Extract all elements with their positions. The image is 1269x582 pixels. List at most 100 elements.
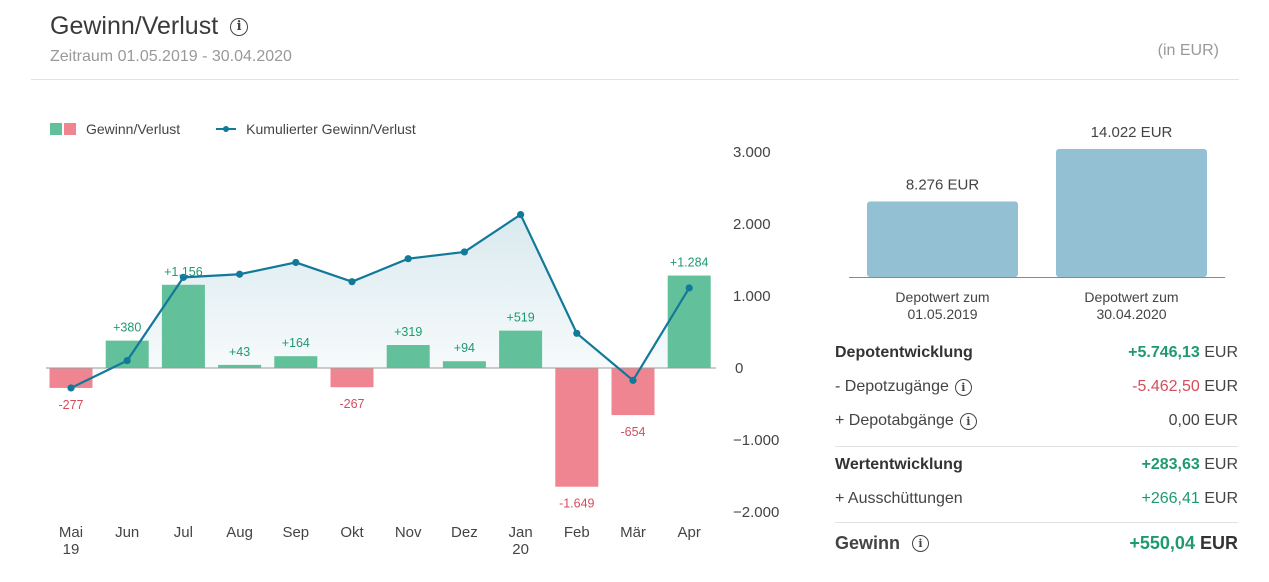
line-point-0 <box>67 384 75 392</box>
bar-9 <box>555 368 599 487</box>
x-tick-label-8-b: 20 <box>512 541 529 558</box>
line-point-10 <box>629 376 637 384</box>
x-tick-label-7: Dez <box>451 524 478 541</box>
data-label-0: -277 <box>58 398 83 412</box>
data-label-10: -654 <box>620 425 645 439</box>
x-tick-label-5: Okt <box>340 524 364 541</box>
data-label-8: +519 <box>507 311 535 325</box>
ausschuettungen-value: +266,41 <box>1141 490 1200 507</box>
depot-value-label-0: 8.276 EUR <box>906 176 980 193</box>
bar-2 <box>161 284 205 368</box>
line-point-2 <box>179 273 187 281</box>
x-tick-label-9: Feb <box>564 524 590 541</box>
depotzugaenge-info-icon[interactable]: i <box>954 378 972 396</box>
depotentwicklung-value: +5.746,13 <box>1128 344 1200 361</box>
depot-category-label-0: Depotwert zum <box>895 289 989 305</box>
currency-unit-label: (in EUR) <box>1157 42 1219 59</box>
depot-category-label-0-b: 01.05.2019 <box>907 306 977 322</box>
row-depotentwicklung: Depotentwicklung +5.746,13 EUR <box>835 344 1238 362</box>
line-point-3 <box>236 270 244 278</box>
y-tick-label-4: −1.000 <box>733 432 779 449</box>
line-point-1 <box>123 356 131 365</box>
gewinn-info-icon[interactable]: i <box>912 535 930 552</box>
wertentwicklung-label: Wertentwicklung <box>835 456 963 473</box>
chart-legend: Gewinn/Verlust Kumulierter Gewinn/Verlus… <box>50 121 452 137</box>
x-tick-label-4: Sep <box>282 524 309 541</box>
bar-10 <box>611 368 655 416</box>
summary-divider-1 <box>835 446 1238 447</box>
bar-7 <box>442 361 486 368</box>
depotzugaenge-value: -5.462,50 <box>1132 378 1200 395</box>
period-label: Zeitraum 01.05.2019 - 30.04.2020 <box>50 48 292 65</box>
x-tick-label-3: Aug <box>226 524 253 541</box>
page-title: Gewinn/Verlust <box>50 12 219 40</box>
header-divider <box>31 79 1239 80</box>
data-label-5: -267 <box>339 397 364 411</box>
line-point-9 <box>573 329 581 337</box>
data-label-2: +1.156 <box>164 265 203 279</box>
legend-item-bars[interactable]: Gewinn/Verlust <box>50 121 180 137</box>
data-label-6: +319 <box>394 325 422 339</box>
depot-category-label-1: Depotwert zum <box>1084 289 1178 305</box>
x-tick-label-0-b: 19 <box>63 541 80 558</box>
y-tick-label-1: 2.000 <box>733 216 771 233</box>
x-tick-label-0: Mai <box>59 524 83 541</box>
legend-swatch-positive <box>50 123 62 135</box>
bar-5 <box>330 368 374 388</box>
x-tick-label-2: Jul <box>174 524 193 541</box>
bar-8 <box>499 330 543 368</box>
depot-bar-0 <box>867 201 1018 277</box>
depotabgaenge-label: + Depotabgänge <box>835 412 954 429</box>
line-point-6 <box>404 255 412 263</box>
legend-item-line[interactable]: Kumulierter Gewinn/Verlust <box>216 121 416 137</box>
x-tick-label-11: Apr <box>678 524 701 541</box>
x-tick-label-10: Mär <box>620 524 646 541</box>
wertentwicklung-value: +283,63 <box>1141 456 1200 473</box>
x-tick-label-6: Nov <box>395 524 422 541</box>
depotabgaenge-unit: EUR <box>1204 412 1238 429</box>
line-point-4 <box>292 258 300 267</box>
line-point-5 <box>348 278 356 286</box>
row-gewinn: Gewinn i +550,04 EUR <box>835 533 1238 554</box>
data-label-3: +43 <box>229 345 250 359</box>
ausschuettungen-label: + Ausschüttungen <box>835 490 963 507</box>
depotzugaenge-label: - Depotzugänge <box>835 378 949 395</box>
bar-6 <box>386 345 430 368</box>
depotentwicklung-unit: EUR <box>1204 344 1238 361</box>
y-tick-label-3: 0 <box>735 360 743 377</box>
depotentwicklung-label: Depotentwicklung <box>835 344 973 361</box>
row-ausschuettungen: + Ausschüttungen +266,41 EUR <box>835 490 1238 508</box>
page-title-wrap: Gewinn/Verlust i <box>50 12 249 41</box>
row-depotabgaenge: + Depotabgänge i 0,00 EUR <box>835 412 1238 430</box>
data-label-4: +164 <box>282 336 310 350</box>
depot-value-label-1: 14.022 EUR <box>1091 124 1173 141</box>
gewinn-unit: EUR <box>1199 533 1238 553</box>
line-point-7 <box>460 248 468 256</box>
data-label-1: +380 <box>113 321 141 335</box>
ausschuettungen-unit: EUR <box>1204 490 1238 507</box>
depot-category-label-1-b: 30.04.2020 <box>1096 306 1166 322</box>
depotabgaenge-value: 0,00 <box>1168 412 1200 429</box>
summary-divider-2 <box>835 522 1238 523</box>
gewinn-label: Gewinn <box>835 533 901 553</box>
y-tick-label-0: 3.000 <box>733 144 771 161</box>
wertentwicklung-unit: EUR <box>1204 456 1238 473</box>
profit-loss-chart: -277 +380 +1.156 +43 +164 -267 +319 +94 +519 -1.6… <box>46 144 779 558</box>
x-tick-label-8: Jan <box>509 524 533 541</box>
line-point-11 <box>685 284 693 292</box>
data-label-11: +1.284 <box>670 256 709 270</box>
gewinn-value: +550,04 <box>1129 533 1195 553</box>
depotabgaenge-info-icon[interactable]: i <box>959 412 977 430</box>
y-tick-label-2: 1.000 <box>733 288 771 305</box>
bar-3 <box>218 364 262 368</box>
depot-bar-1 <box>1056 149 1207 277</box>
row-depotzugaenge: - Depotzugänge i -5.462,50 EUR <box>835 378 1238 396</box>
legend-swatch-negative <box>64 123 76 135</box>
legend-swatch-line <box>216 123 237 135</box>
row-wertentwicklung: Wertentwicklung +283,63 EUR <box>835 456 1238 474</box>
bar-4 <box>274 356 318 368</box>
y-tick-label-5: −2.000 <box>733 504 779 521</box>
info-icon[interactable]: i <box>230 17 249 36</box>
data-label-9: -1.649 <box>559 497 594 511</box>
